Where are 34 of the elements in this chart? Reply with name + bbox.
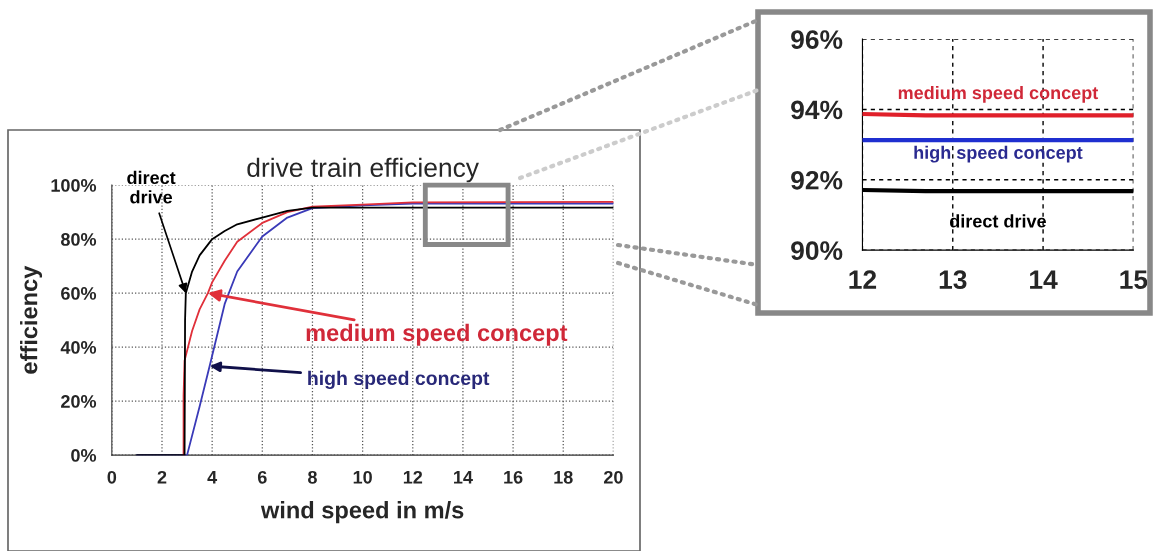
x-tick-label: 12 (849, 270, 877, 289)
x-tick-label: 10 (353, 470, 372, 484)
y-tick-label: 94% (791, 100, 843, 120)
annotation: medium speed concept (306, 323, 568, 346)
y-tick-label: 60% (61, 287, 97, 300)
y-axis-title: efficiency (20, 265, 43, 374)
x-tick-label: 0 (107, 470, 117, 484)
x-tick-label: 14 (1030, 270, 1058, 289)
y-tick-label: 0% (71, 449, 97, 462)
x-tick-label: 2 (157, 470, 167, 484)
x-tick-label: 18 (554, 470, 573, 484)
y-tick-label: 92% (791, 170, 843, 190)
x-axis-title: wind speed in m/s (260, 501, 464, 524)
annotation: high speed concept (308, 370, 490, 390)
x-tick-label: 6 (257, 470, 267, 484)
x-tick-label: 15 (1120, 270, 1148, 289)
x-tick-label: 4 (207, 471, 218, 484)
y-tick-label: 100% (51, 179, 97, 192)
x-tick-label: 20 (603, 470, 623, 484)
y-tick-label: 80% (61, 233, 97, 246)
series-label: high speed concept (914, 145, 1083, 163)
annotation: direct drive (127, 170, 176, 204)
x-tick-label: 16 (504, 470, 523, 484)
x-tick-label: 12 (403, 470, 423, 484)
x-tick-label: 14 (454, 471, 473, 484)
y-tick-label: 90% (791, 241, 843, 260)
x-tick-label: 8 (308, 470, 317, 484)
y-tick-label: 96% (791, 30, 843, 49)
y-tick-label: 20% (61, 395, 97, 408)
chart-title: drive train efficiency (247, 157, 479, 183)
y-tick-label: 40% (60, 341, 97, 354)
series-label: direct drive (950, 214, 1046, 228)
x-tick-label: 13 (939, 270, 967, 290)
series-label: medium speed concept (898, 85, 1099, 103)
